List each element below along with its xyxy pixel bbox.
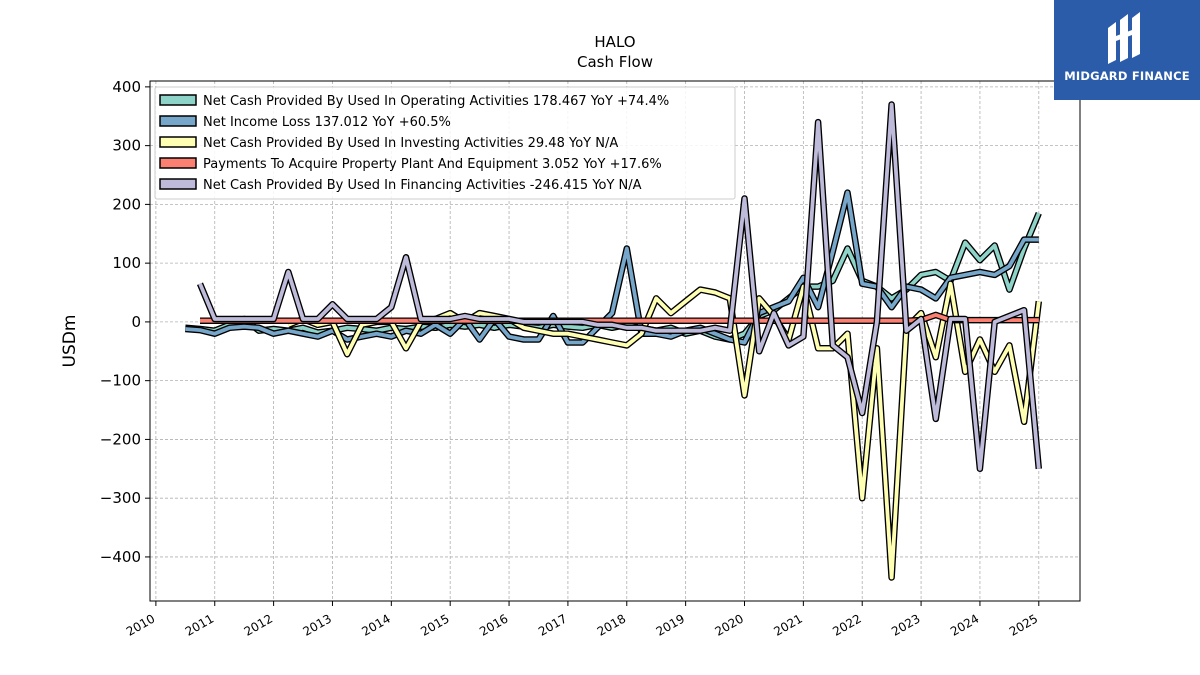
y-tick-label: −100 bbox=[100, 372, 141, 390]
y-tick-label: 400 bbox=[112, 78, 141, 96]
midgard-m-logo-icon bbox=[1108, 12, 1140, 64]
series-lines bbox=[185, 101, 1043, 581]
legend-entry: Payments To Acquire Property Plant And E… bbox=[203, 157, 662, 172]
brand-name: MIDGARD FINANCE bbox=[1064, 69, 1190, 83]
legend-swatch bbox=[159, 178, 197, 190]
y-tick-label: 200 bbox=[112, 195, 141, 213]
legend-swatch bbox=[159, 157, 197, 169]
legend-swatch bbox=[159, 115, 197, 127]
legend-entry: Net Cash Provided By Used In Operating A… bbox=[203, 94, 669, 109]
chart-subtitle: Cash Flow bbox=[577, 53, 653, 71]
chart-title: HALO bbox=[594, 33, 635, 51]
series-4-line bbox=[198, 102, 1041, 471]
legend-box bbox=[154, 86, 736, 200]
legend-swatch bbox=[159, 94, 197, 106]
y-axis: 400 300 200 100 0 −100 −200 −300 −400 bbox=[100, 78, 150, 566]
legend: Net Cash Provided By Used In Operating A… bbox=[154, 86, 736, 200]
series-3-line bbox=[200, 312, 1039, 323]
legend-entry: Net Income Loss 137.012 YoY +60.5% bbox=[203, 115, 451, 130]
y-tick-label: 0 bbox=[131, 313, 141, 331]
y-tick-label: 100 bbox=[112, 254, 141, 272]
legend-swatch bbox=[159, 136, 197, 148]
series-1-line bbox=[185, 190, 1039, 345]
y-tick-label: −200 bbox=[100, 430, 141, 448]
legend-entry: Net Cash Provided By Used In Financing A… bbox=[203, 178, 642, 193]
y-tick-label: −400 bbox=[100, 548, 141, 566]
plot-frame bbox=[149, 80, 1081, 602]
y-tick-label: −300 bbox=[100, 489, 141, 507]
legend-entry: Net Cash Provided By Used In Investing A… bbox=[203, 136, 618, 151]
brand-logo: MIDGARD FINANCE bbox=[1054, 0, 1200, 100]
y-tick-label: 300 bbox=[112, 137, 141, 155]
y-axis-label: USDm bbox=[60, 315, 80, 368]
